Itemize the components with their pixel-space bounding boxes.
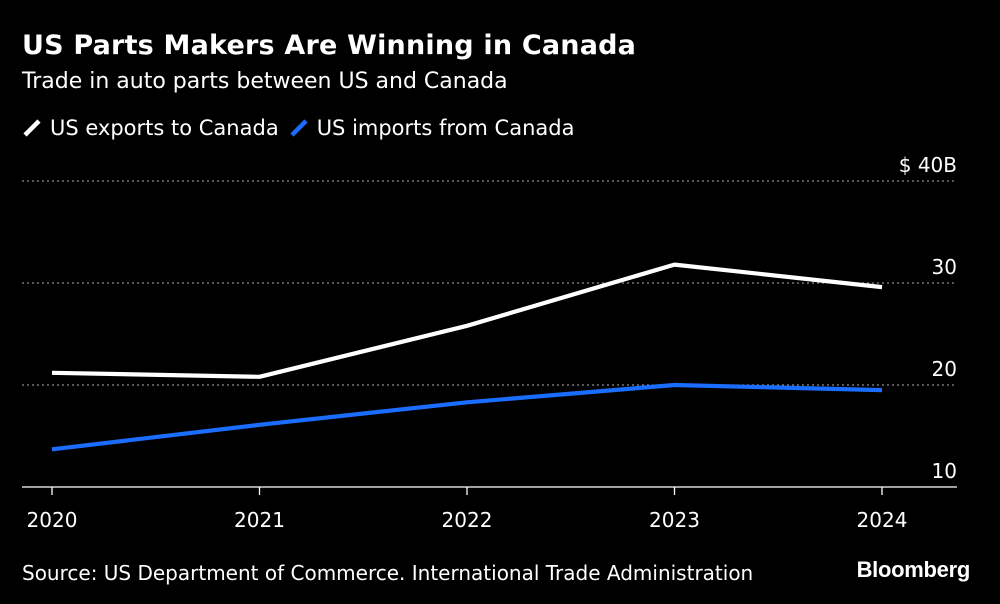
- legend-label-imports: US imports from Canada: [316, 116, 575, 140]
- x-tick-label-2022: 2022: [442, 508, 493, 532]
- chart-title: US Parts Makers Are Winning in Canada: [22, 30, 637, 61]
- legend-item-imports: US imports from Canada: [289, 116, 575, 140]
- chart-legend: US exports to Canada US imports from Can…: [22, 114, 584, 142]
- x-tick-label-2021: 2021: [234, 508, 285, 532]
- x-axis: 2020 2021 2022 2023 2024: [22, 486, 957, 532]
- y-tick-label-30: 30: [932, 255, 957, 279]
- series-line-us-imports-from-canada: [51, 382, 883, 452]
- legend-swatch-exports-mark: [23, 119, 41, 137]
- legend-swatch-imports-mark: [290, 119, 308, 137]
- legend-item-exports: US exports to Canada: [22, 116, 279, 140]
- bloomberg-logo: Bloomberg: [856, 557, 971, 582]
- y-tick-label-20: 20: [932, 357, 957, 381]
- y-tick-label-10: 10: [932, 459, 957, 483]
- x-tick-label-2023: 2023: [649, 508, 700, 532]
- series-line-us-exports-to-canada: [51, 262, 883, 379]
- source-note: Source: US Department of Commerce. Inter…: [22, 561, 754, 585]
- legend-swatch-exports: [23, 119, 41, 137]
- y-tick-label-40: $ 40B: [899, 153, 957, 177]
- x-tick-label-2024: 2024: [857, 508, 908, 532]
- y-axis-tick-labels: 10 20 30 $ 40B: [899, 153, 957, 483]
- legend-swatch-imports: [290, 119, 308, 137]
- series-lines: [51, 262, 883, 452]
- grid-lines: [22, 180, 957, 386]
- x-tick-label-2020: 2020: [27, 508, 78, 532]
- chart-subtitle: Trade in auto parts between US and Canad…: [22, 69, 508, 94]
- legend-label-exports: US exports to Canada: [50, 116, 279, 140]
